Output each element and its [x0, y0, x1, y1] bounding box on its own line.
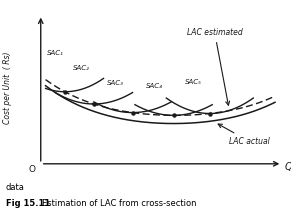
- Text: Cost per Unit  ( Rs): Cost per Unit ( Rs): [3, 52, 12, 125]
- Text: Estimation of LAC from cross-section: Estimation of LAC from cross-section: [42, 199, 197, 208]
- Text: SAC₂: SAC₂: [73, 65, 90, 71]
- Text: SAC₅: SAC₅: [184, 79, 201, 85]
- Text: LAC actual: LAC actual: [218, 124, 270, 146]
- Text: Q: Q: [285, 162, 291, 172]
- Text: SAC₃: SAC₃: [107, 80, 124, 86]
- Text: data: data: [6, 183, 25, 192]
- Text: SAC₄: SAC₄: [146, 83, 163, 89]
- Text: LAC estimated: LAC estimated: [187, 28, 242, 105]
- Text: Fig 15.11: Fig 15.11: [6, 199, 50, 208]
- Text: SAC₁: SAC₁: [47, 50, 64, 56]
- Text: O: O: [29, 165, 36, 174]
